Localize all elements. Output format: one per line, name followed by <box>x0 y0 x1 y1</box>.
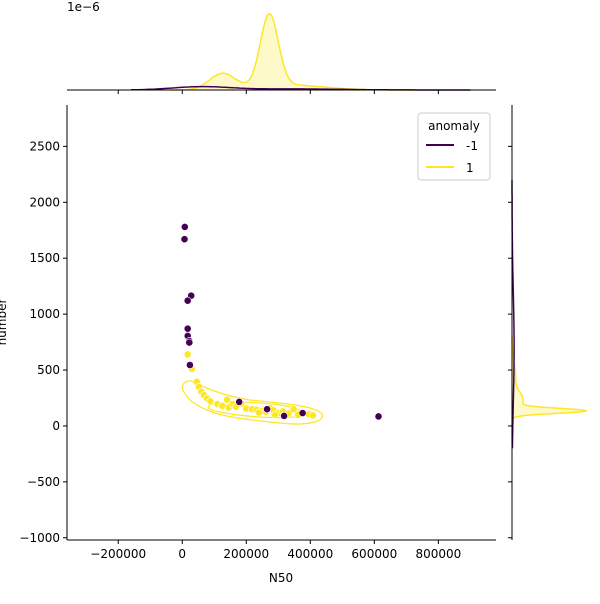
y-tick-label: 0 <box>52 419 60 433</box>
x-axis-label: N50 <box>269 571 293 585</box>
point-anomaly <box>180 235 189 244</box>
legend-label-normal: 1 <box>466 161 474 175</box>
legend-box <box>417 112 491 181</box>
point-anomaly <box>235 397 244 406</box>
right-density-curve <box>511 336 589 443</box>
point-anomaly <box>185 361 194 369</box>
legend-label-anomaly: -1 <box>466 139 478 153</box>
main-axes: −200000 0 200000 400000 600000 800000 −1000 −5… <box>0 105 496 585</box>
point-anomaly <box>298 409 307 417</box>
point-anomaly <box>180 222 189 231</box>
y-tick-label: 1000 <box>29 307 60 321</box>
point-normal <box>271 410 279 419</box>
point-anomaly <box>374 412 383 421</box>
x-tick-label: 800000 <box>415 547 461 561</box>
right-density-fill <box>512 336 587 443</box>
y-axis-label: number <box>0 299 9 346</box>
point-normal <box>308 411 317 420</box>
x-tick-label: 0 <box>178 547 186 561</box>
scatter-points <box>180 222 383 421</box>
top-density-fill <box>169 13 413 90</box>
point-normal <box>289 405 298 414</box>
x-tick-label: 200000 <box>223 547 269 561</box>
y-tick-label: 500 <box>37 363 60 377</box>
point-anomaly <box>185 338 194 347</box>
right-marginal-plot <box>508 105 589 540</box>
point-normal <box>206 397 215 406</box>
point-normal <box>255 408 263 417</box>
legend-title: anomaly <box>428 119 480 133</box>
right-marginal-yticks <box>508 145 512 539</box>
kde-contour-outer <box>181 380 324 425</box>
point-anomaly <box>183 324 192 333</box>
point-normal <box>218 401 227 410</box>
y-tick-label: 1500 <box>29 251 60 265</box>
legend: anomaly -1 1 <box>417 112 491 181</box>
point-anomaly <box>263 405 271 414</box>
y-tick-label: 2500 <box>29 139 60 153</box>
top-density-curve <box>169 13 413 91</box>
point-normal <box>183 350 192 359</box>
top-marginal-plot: 1e−6 <box>67 0 496 94</box>
point-normal <box>223 395 231 404</box>
x-tick-label: −200000 <box>90 547 146 561</box>
density-contours <box>181 380 324 425</box>
y-tick-label: −500 <box>27 475 60 489</box>
x-axis-ticks: −200000 0 200000 400000 600000 800000 <box>90 540 461 561</box>
top-marginal-xticks <box>117 90 439 94</box>
y-tick-label: 2000 <box>29 195 60 209</box>
x-tick-label: 400000 <box>287 547 333 561</box>
point-anomaly <box>280 411 288 420</box>
y-tick-label: −1000 <box>19 531 60 545</box>
point-anomaly <box>183 296 192 305</box>
top-marginal-offset-label: 1e−6 <box>67 0 100 14</box>
y-axis-ticks: −1000 −500 0 500 1000 1500 2000 2500 <box>19 139 67 545</box>
x-tick-label: 600000 <box>351 547 397 561</box>
